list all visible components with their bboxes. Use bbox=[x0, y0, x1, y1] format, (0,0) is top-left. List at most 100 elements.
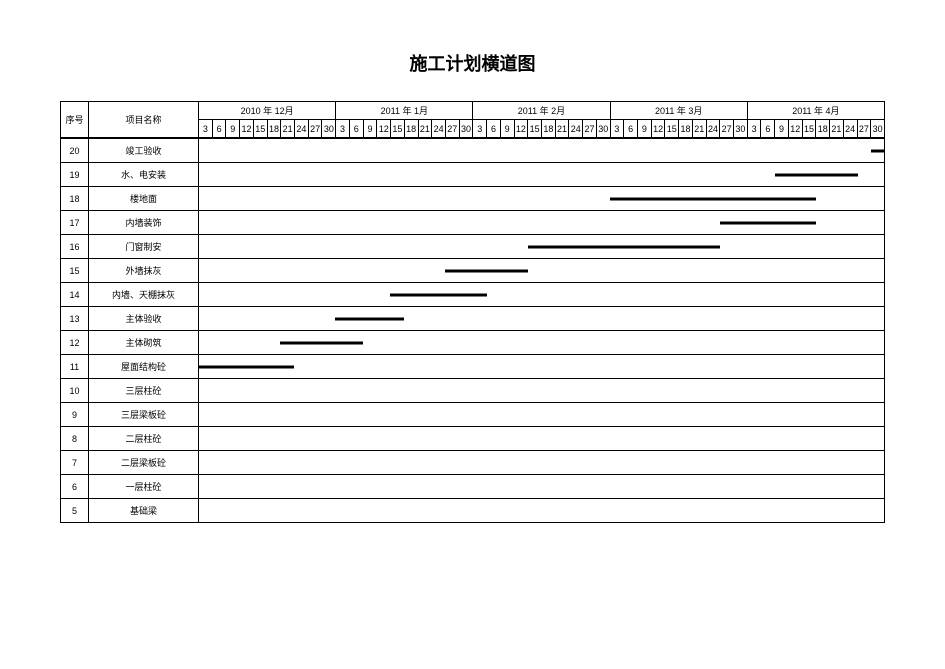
day-header: 12 bbox=[377, 120, 391, 138]
task-seq: 9 bbox=[61, 403, 89, 427]
day-header: 9 bbox=[226, 120, 240, 138]
day-header: 3 bbox=[336, 120, 350, 138]
day-header: 6 bbox=[487, 120, 501, 138]
task-seq: 8 bbox=[61, 427, 89, 451]
day-header: 6 bbox=[761, 120, 775, 138]
day-header: 30 bbox=[596, 120, 610, 138]
day-header: 12 bbox=[788, 120, 802, 138]
day-header: 3 bbox=[473, 120, 487, 138]
gantt-bar bbox=[775, 173, 857, 176]
day-header: 15 bbox=[802, 120, 816, 138]
day-header: 21 bbox=[830, 120, 844, 138]
day-header: 12 bbox=[651, 120, 665, 138]
gantt-bar bbox=[280, 341, 362, 344]
task-name: 门窗制安 bbox=[89, 235, 199, 259]
day-header: 6 bbox=[349, 120, 363, 138]
chart-title: 施工计划横道图 bbox=[20, 50, 925, 76]
gantt-bar bbox=[720, 221, 816, 224]
task-name: 内墙装饰 bbox=[89, 211, 199, 235]
day-header: 24 bbox=[843, 120, 857, 138]
task-name: 竣工验收 bbox=[89, 139, 199, 163]
task-name: 三层梁板砼 bbox=[89, 403, 199, 427]
day-header: 6 bbox=[624, 120, 638, 138]
task-seq: 15 bbox=[61, 259, 89, 283]
day-header: 9 bbox=[638, 120, 652, 138]
gantt-bar bbox=[528, 245, 720, 248]
day-header: 3 bbox=[610, 120, 624, 138]
day-header: 3 bbox=[747, 120, 761, 138]
task-name: 水、电安装 bbox=[89, 163, 199, 187]
month-header: 2010 年 12月 bbox=[199, 102, 336, 120]
day-header: 12 bbox=[240, 120, 254, 138]
day-header: 30 bbox=[734, 120, 748, 138]
day-header: 6 bbox=[212, 120, 226, 138]
gantt-bar bbox=[390, 293, 486, 296]
task-name: 一层柱砼 bbox=[89, 475, 199, 499]
day-header: 27 bbox=[857, 120, 871, 138]
day-header: 21 bbox=[418, 120, 432, 138]
day-header: 27 bbox=[445, 120, 459, 138]
day-header: 27 bbox=[720, 120, 734, 138]
task-seq: 5 bbox=[61, 499, 89, 523]
task-name: 内墙、天棚抹灰 bbox=[89, 283, 199, 307]
col-header-name: 项目名称 bbox=[89, 102, 199, 138]
day-header: 18 bbox=[404, 120, 418, 138]
task-seq: 10 bbox=[61, 379, 89, 403]
task-name: 外墙抹灰 bbox=[89, 259, 199, 283]
task-seq: 19 bbox=[61, 163, 89, 187]
task-seq: 11 bbox=[61, 355, 89, 379]
gantt-bar bbox=[610, 197, 816, 200]
task-name: 主体验收 bbox=[89, 307, 199, 331]
day-header: 27 bbox=[308, 120, 322, 138]
day-header: 18 bbox=[679, 120, 693, 138]
task-seq: 20 bbox=[61, 139, 89, 163]
task-seq: 16 bbox=[61, 235, 89, 259]
task-seq: 17 bbox=[61, 211, 89, 235]
task-name: 三层柱砼 bbox=[89, 379, 199, 403]
task-seq: 12 bbox=[61, 331, 89, 355]
day-header: 15 bbox=[665, 120, 679, 138]
day-header: 18 bbox=[541, 120, 555, 138]
day-header: 15 bbox=[528, 120, 542, 138]
day-header: 27 bbox=[583, 120, 597, 138]
gantt-bars-layer bbox=[198, 138, 885, 523]
day-header: 9 bbox=[500, 120, 514, 138]
month-header: 2011 年 4月 bbox=[747, 102, 884, 120]
day-header: 24 bbox=[295, 120, 309, 138]
day-header: 18 bbox=[816, 120, 830, 138]
day-header: 21 bbox=[555, 120, 569, 138]
day-header: 9 bbox=[775, 120, 789, 138]
day-header: 30 bbox=[871, 120, 885, 138]
gantt-bar bbox=[198, 365, 294, 368]
day-header: 18 bbox=[267, 120, 281, 138]
day-header: 21 bbox=[692, 120, 706, 138]
day-header: 15 bbox=[253, 120, 267, 138]
task-seq: 6 bbox=[61, 475, 89, 499]
gantt-bar bbox=[335, 317, 404, 320]
task-seq: 14 bbox=[61, 283, 89, 307]
gantt-bar bbox=[445, 269, 527, 272]
month-header: 2011 年 3月 bbox=[610, 102, 747, 120]
day-header: 24 bbox=[569, 120, 583, 138]
day-header: 30 bbox=[459, 120, 473, 138]
month-header: 2011 年 1月 bbox=[336, 102, 473, 120]
day-header: 9 bbox=[363, 120, 377, 138]
day-header: 15 bbox=[391, 120, 405, 138]
task-name: 基础梁 bbox=[89, 499, 199, 523]
day-header: 30 bbox=[322, 120, 336, 138]
task-name: 楼地面 bbox=[89, 187, 199, 211]
task-seq: 18 bbox=[61, 187, 89, 211]
day-header: 24 bbox=[432, 120, 446, 138]
month-header: 2011 年 2月 bbox=[473, 102, 610, 120]
day-header: 12 bbox=[514, 120, 528, 138]
day-header: 3 bbox=[199, 120, 213, 138]
gantt-chart: 序号项目名称2010 年 12月2011 年 1月2011 年 2月2011 年… bbox=[60, 101, 885, 523]
col-header-seq: 序号 bbox=[61, 102, 89, 138]
timeline-header: 序号项目名称2010 年 12月2011 年 1月2011 年 2月2011 年… bbox=[60, 101, 885, 138]
task-name: 二层柱砼 bbox=[89, 427, 199, 451]
task-name: 主体砌筑 bbox=[89, 331, 199, 355]
task-seq: 13 bbox=[61, 307, 89, 331]
day-header: 21 bbox=[281, 120, 295, 138]
gantt-bar bbox=[871, 149, 885, 152]
task-name: 二层梁板砼 bbox=[89, 451, 199, 475]
